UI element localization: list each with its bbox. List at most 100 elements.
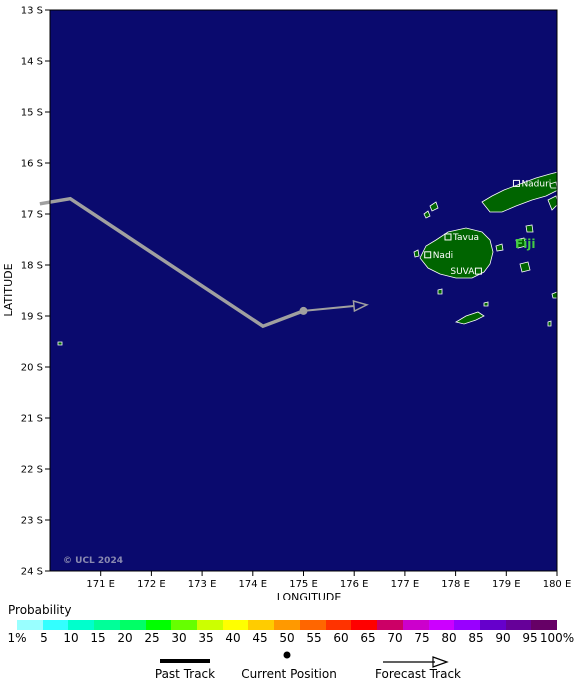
- lat-tick-label: 17 S: [21, 210, 43, 221]
- lon-tick-label: 174 E: [239, 579, 268, 590]
- probability-label: 55: [306, 631, 322, 645]
- probability-label: 65: [360, 631, 376, 645]
- probability-labels: 1% 5 10 15 20 25 30 35 40 45 50 55 60 65 70 75 80 85 90 95 1…: [0, 631, 580, 645]
- colorbar-cell: [531, 620, 558, 630]
- lon-tick-label: 173 E: [188, 579, 217, 590]
- probability-label: 1%: [7, 631, 27, 645]
- colorbar-cell: [274, 620, 300, 630]
- place-labels: Naduri Tavua Nadi SUVA: [424, 179, 551, 277]
- lon-tick-label: 175 E: [289, 579, 318, 590]
- current-position-key-label: Current Position: [241, 667, 337, 681]
- mamanuca-island: [413, 249, 420, 258]
- probability-label: 100%: [539, 631, 575, 645]
- map-frame: [49, 9, 558, 572]
- probability-label: 80: [441, 631, 457, 645]
- probability-label: 15: [90, 631, 106, 645]
- colorbar-cell: [505, 620, 532, 630]
- vanua-levu-island: [481, 171, 559, 213]
- probability-label: 30: [171, 631, 187, 645]
- kadavu-island: [454, 311, 485, 325]
- place-marker: [424, 251, 432, 259]
- colorbar-cell: [402, 620, 429, 630]
- colorbar-cell: [197, 620, 223, 630]
- probability-colorbar: [17, 620, 558, 630]
- copyright-text: © UCL 2024: [63, 556, 123, 566]
- probability-label: 70: [387, 631, 403, 645]
- probability-label: 20: [117, 631, 133, 645]
- place-label: Nadi: [433, 251, 453, 261]
- colorbar-cell: [222, 620, 249, 630]
- lon-tick-label: 176 E: [340, 579, 369, 590]
- yasawa-island-1: [429, 201, 439, 212]
- lon-tick-label: 177 E: [391, 579, 420, 590]
- x-axis-title: LONGITUDE: [277, 591, 342, 600]
- place-label: Naduri: [521, 179, 551, 189]
- probability-label: 40: [225, 631, 241, 645]
- fiji-landmass: [57, 171, 559, 346]
- current-position-key-dot: [283, 651, 291, 659]
- track-map: 13 S 14 S 15 S 16 S 17 S 18 S 19 S 20 S 21 S 22 S…: [2, 6, 571, 601]
- colorbar-cell: [68, 620, 95, 630]
- colorbar-cell: [42, 620, 69, 630]
- lat-tick-label: 20 S: [21, 363, 43, 374]
- colorbar-cell: [145, 620, 172, 630]
- probability-label: 60: [333, 631, 349, 645]
- probability-label: 95: [522, 631, 538, 645]
- lat-tick-label: 23 S: [21, 516, 43, 527]
- country-label: Fiji: [515, 237, 536, 251]
- lau-island-2: [525, 224, 534, 233]
- colorbar-cell: [248, 620, 275, 630]
- probability-label: 45: [252, 631, 268, 645]
- forecast-track-line: [303, 305, 355, 312]
- current-position-marker: [299, 306, 308, 315]
- place-marker: [474, 267, 482, 275]
- lon-tick-label: 178 E: [441, 579, 470, 590]
- lon-tick-label: 180 E: [543, 579, 572, 590]
- lau-island-1: [519, 261, 531, 273]
- place-marker: [444, 233, 452, 241]
- legend-title: Probability: [8, 603, 72, 617]
- place-label: SUVA: [450, 267, 475, 277]
- beqa-island: [437, 288, 443, 295]
- longitude-ticks: 171 E 172 E 173 E 174 E 175 E 176 E 177 E 178 E…: [86, 571, 571, 590]
- forecast-arrowhead: [352, 300, 369, 313]
- y-axis-title: LATITUDE: [2, 263, 15, 316]
- ocean-area: [50, 10, 557, 571]
- yasawa-island-2: [423, 210, 431, 219]
- forecast-track-key-arrow: [383, 656, 449, 668]
- taveuni-island: [547, 195, 559, 211]
- lat-tick-label: 24 S: [21, 567, 43, 578]
- probability-label: 35: [198, 631, 214, 645]
- colorbar-cell: [428, 620, 455, 630]
- past-track-key-line: [160, 659, 210, 663]
- place-marker: [512, 179, 520, 187]
- colorbar-cell: [119, 620, 146, 630]
- probability-label: 85: [468, 631, 484, 645]
- past-track-line: [39, 196, 305, 329]
- lon-tick-label: 171 E: [86, 579, 115, 590]
- probability-label: 50: [279, 631, 295, 645]
- lat-tick-label: 18 S: [21, 261, 43, 272]
- probability-label: 25: [144, 631, 160, 645]
- colorbar-cell: [454, 620, 480, 630]
- islet-east: [483, 301, 489, 307]
- colorbar-cell: [94, 620, 120, 630]
- lat-tick-label: 16 S: [21, 159, 43, 170]
- place-label: Tavua: [452, 233, 479, 243]
- lat-tick-label: 13 S: [21, 6, 43, 17]
- lat-tick-label: 22 S: [21, 465, 43, 476]
- probability-label: 5: [40, 631, 48, 645]
- ovalau-island: [495, 243, 504, 252]
- colorbar-cell: [479, 620, 506, 630]
- past-track-key-label: Past Track: [154, 667, 216, 681]
- probability-label: 75: [414, 631, 430, 645]
- small-islet: [57, 341, 63, 346]
- colorbar-cell: [351, 620, 378, 630]
- lau-island-3: [547, 320, 552, 327]
- latitude-ticks: 13 S 14 S 15 S 16 S 17 S 18 S 19 S 20 S 21 S 22 S…: [21, 6, 50, 578]
- lat-tick-label: 15 S: [21, 108, 43, 119]
- lon-tick-label: 172 E: [137, 579, 166, 590]
- lat-tick-label: 14 S: [21, 57, 43, 68]
- forecast-track-key-label: Forecast Track: [375, 667, 461, 681]
- lat-tick-label: 19 S: [21, 312, 43, 323]
